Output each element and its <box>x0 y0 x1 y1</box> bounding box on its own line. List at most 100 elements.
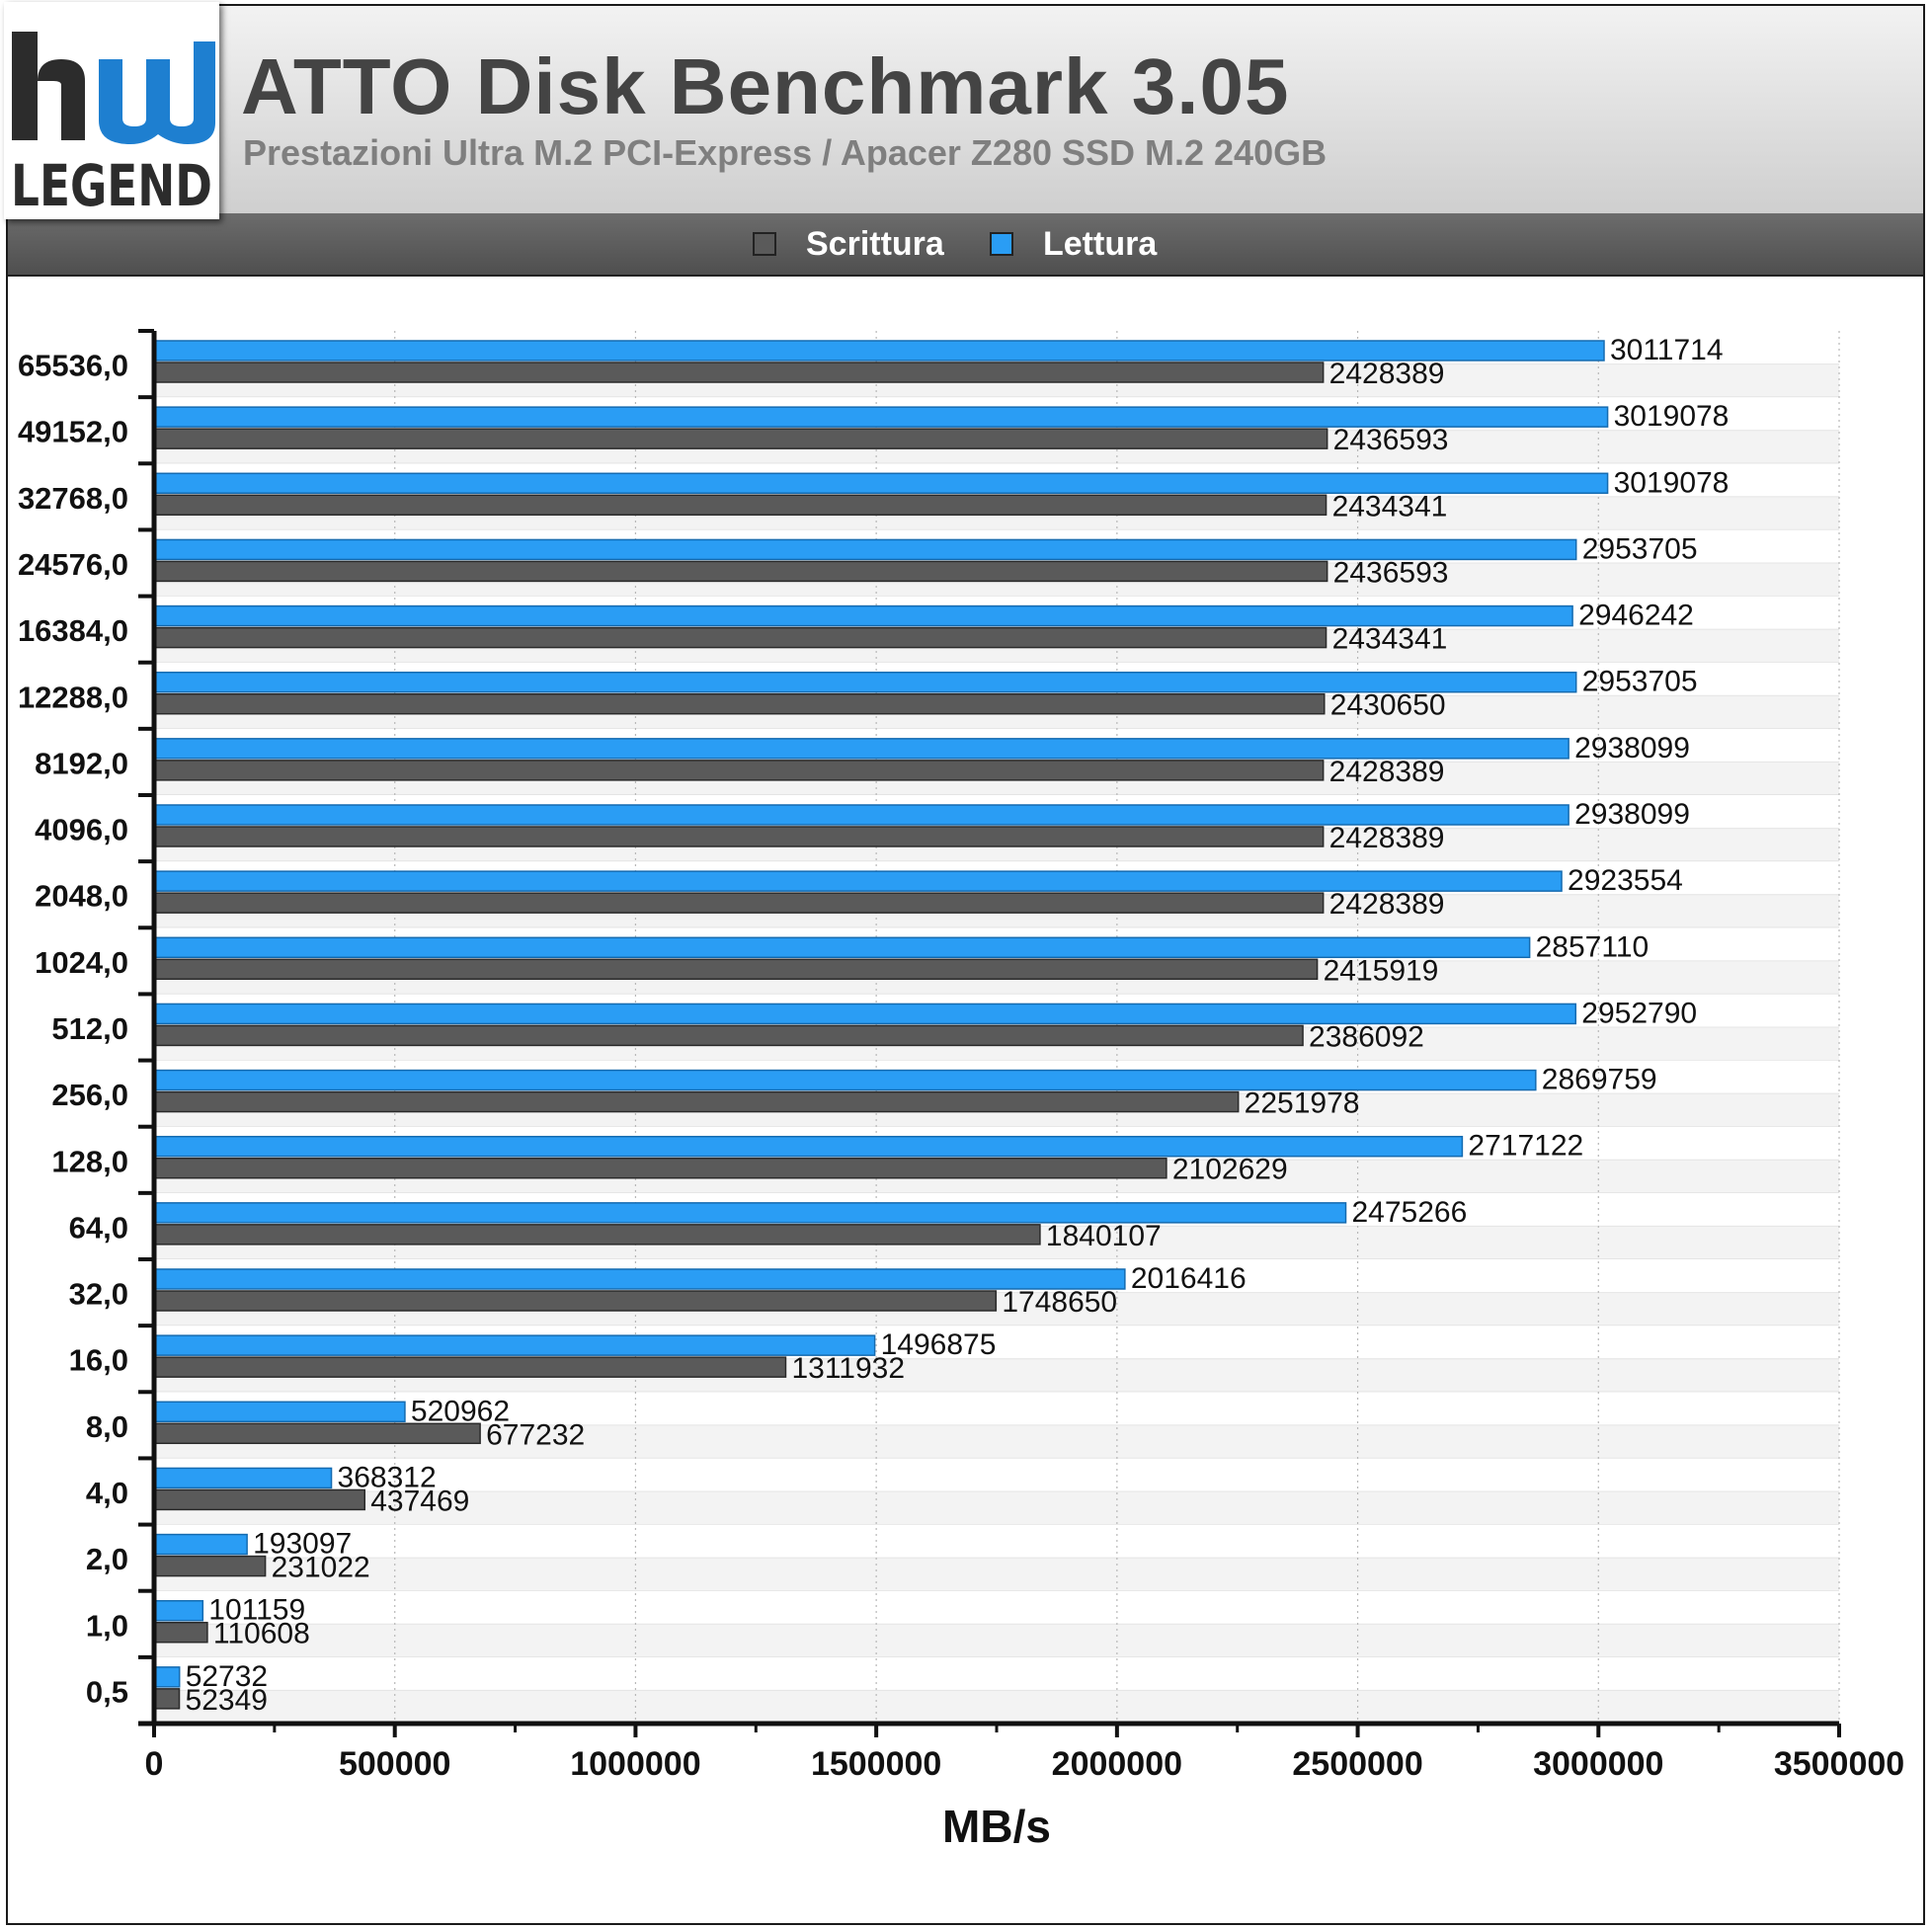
data-label-write: 110608 <box>213 1618 310 1650</box>
bar-write <box>153 1090 1240 1113</box>
plot-band <box>154 1458 1839 1491</box>
data-label-read: 3019078 <box>1614 400 1730 433</box>
bar-write <box>153 692 1326 715</box>
legend-swatch-read <box>990 232 1013 256</box>
data-label-read: 2938099 <box>1574 732 1690 764</box>
data-label-read: 52732 <box>186 1660 268 1693</box>
bar-write <box>153 1621 208 1644</box>
legend-item-read: Lettura <box>990 213 1157 275</box>
x-tick-label: 2500000 <box>1292 1745 1422 1783</box>
y-tick-label: 1,0 <box>86 1608 128 1643</box>
data-label-write: 1748650 <box>1002 1286 1117 1319</box>
chart-subtitle: Prestazioni Ultra M.2 PCI-Express / Apac… <box>243 132 1328 173</box>
data-label-write: 2386092 <box>1309 1020 1424 1053</box>
data-label-read: 368312 <box>338 1461 437 1493</box>
legend-label-read: Lettura <box>1043 224 1158 263</box>
y-tick-label: 8192,0 <box>35 746 128 780</box>
data-label-read: 2857110 <box>1536 930 1650 963</box>
plot-band <box>154 1656 1839 1691</box>
data-label-read: 2952790 <box>1581 997 1697 1029</box>
data-label-write: 2436593 <box>1333 424 1449 456</box>
bar-write <box>153 1488 365 1511</box>
data-label-write: 2434341 <box>1332 490 1448 522</box>
hwlegend-logo: LEGEND <box>4 2 219 219</box>
data-label-write: 1840107 <box>1046 1220 1162 1252</box>
bar-write <box>153 1290 998 1312</box>
svg-text:LEGEND: LEGEND <box>11 152 212 219</box>
data-label-read: 2953705 <box>1582 532 1698 565</box>
y-tick-label: 49152,0 <box>18 415 128 449</box>
plot-band <box>154 1491 1839 1525</box>
data-label-write: 2428389 <box>1329 756 1445 788</box>
data-label-read: 520962 <box>411 1395 510 1427</box>
y-tick-label: 8,0 <box>86 1409 128 1444</box>
data-label-write: 1311932 <box>791 1352 905 1385</box>
y-tick-label: 2,0 <box>86 1542 128 1576</box>
chart-title: ATTO Disk Benchmark 3.05 <box>241 42 1290 130</box>
x-tick-label: 3500000 <box>1774 1745 1904 1783</box>
y-tick-label: 256,0 <box>51 1078 128 1112</box>
bar-write <box>153 760 1325 781</box>
y-tick-label: 16384,0 <box>18 613 128 648</box>
bar-write <box>153 626 1328 649</box>
plot-band <box>154 1524 1839 1559</box>
bar-write <box>153 1356 787 1378</box>
y-tick-label: 64,0 <box>69 1210 128 1245</box>
plot-band <box>154 1624 1839 1657</box>
logo-icon: LEGEND <box>4 2 219 219</box>
data-label-write: 2415919 <box>1324 954 1439 987</box>
bar-read <box>153 1599 204 1622</box>
y-tick-label: 128,0 <box>51 1144 128 1178</box>
x-tick-label: 1000000 <box>570 1745 700 1783</box>
data-label-read: 2946242 <box>1578 600 1694 632</box>
bar-write <box>153 1024 1304 1047</box>
x-tick-label: 3000000 <box>1533 1745 1663 1783</box>
x-tick-label: 500000 <box>339 1745 450 1783</box>
y-tick-label: 512,0 <box>51 1011 128 1046</box>
y-tick-label: 4,0 <box>86 1476 128 1510</box>
data-label-read: 2475266 <box>1352 1196 1468 1229</box>
y-tick-label: 32768,0 <box>18 481 128 516</box>
y-tick-label: 4096,0 <box>35 813 128 847</box>
legend-swatch-write <box>753 232 776 256</box>
bar-write <box>153 1688 181 1710</box>
bar-write <box>153 560 1328 583</box>
legend: Scrittura Lettura <box>8 213 1923 277</box>
data-label-write: 2251978 <box>1245 1087 1360 1120</box>
x-tick-label: 1500000 <box>811 1745 941 1783</box>
bar-write <box>153 428 1328 449</box>
y-tick-label: 12288,0 <box>18 680 128 714</box>
bar-write <box>153 1157 1167 1179</box>
y-tick-label: 65536,0 <box>18 349 128 383</box>
plot-band <box>154 1690 1839 1724</box>
bar-write <box>153 892 1325 914</box>
y-tick-label: 16,0 <box>69 1343 128 1378</box>
data-label-write: 2428389 <box>1329 822 1445 854</box>
bar-write <box>153 362 1325 383</box>
data-label-write: 2436593 <box>1333 556 1449 589</box>
data-label-read: 2923554 <box>1568 864 1683 897</box>
bar-read <box>153 1202 1347 1224</box>
y-tick-label: 0,5 <box>86 1674 128 1709</box>
data-label-read: 3019078 <box>1614 466 1730 499</box>
data-label-write: 2434341 <box>1332 623 1448 656</box>
x-tick-label: 2000000 <box>1052 1745 1182 1783</box>
bar-write <box>153 1224 1041 1246</box>
bar-write <box>153 826 1325 847</box>
chart-header: ATTO Disk Benchmark 3.05 Prestazioni Ult… <box>8 6 1923 215</box>
x-axis-label: MB/s <box>942 1801 1051 1852</box>
data-label-write: 437469 <box>370 1485 469 1517</box>
bar-write <box>153 494 1328 517</box>
x-tick-label: 0 <box>145 1745 164 1783</box>
y-tick-label: 32,0 <box>69 1277 128 1312</box>
data-label-write: 2102629 <box>1172 1154 1288 1186</box>
data-label-write: 2430650 <box>1330 689 1446 722</box>
bar-write <box>153 958 1319 981</box>
data-label-read: 1496875 <box>881 1328 997 1361</box>
data-label-write: 231022 <box>272 1552 370 1584</box>
plot-band <box>154 1558 1839 1591</box>
data-label-read: 2717122 <box>1468 1130 1583 1163</box>
data-label-read: 193097 <box>253 1528 352 1561</box>
data-label-read: 2938099 <box>1574 798 1690 831</box>
y-tick-label: 2048,0 <box>35 879 128 914</box>
